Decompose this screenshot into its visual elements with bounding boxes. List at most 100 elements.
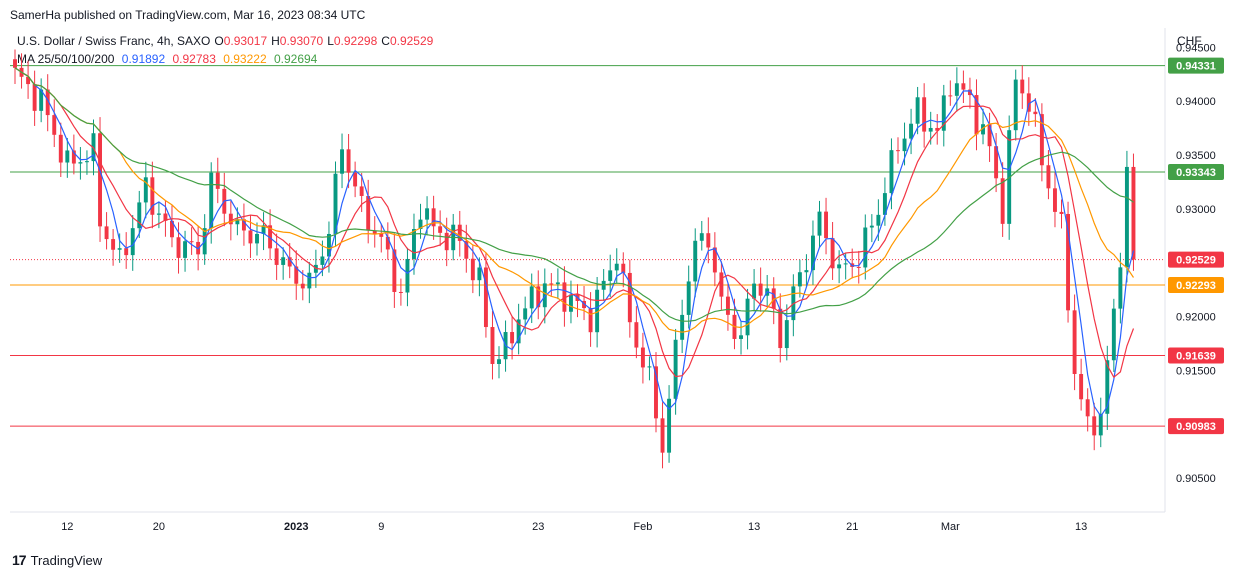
candle-body: [863, 227, 868, 268]
candle-body: [366, 195, 371, 231]
candle-body: [804, 270, 809, 273]
y-tick-label: 0.91500: [1176, 365, 1216, 377]
level-badge-2: [1168, 251, 1224, 268]
candle-body: [104, 226, 109, 240]
candle-body: [680, 314, 685, 340]
candle-body: [614, 263, 619, 271]
candle-body: [444, 232, 449, 251]
footer: 17 TradingView: [12, 552, 102, 568]
candle-body: [58, 134, 63, 163]
ma50-value: 0.92783: [172, 52, 216, 66]
candle-body: [941, 95, 946, 131]
candle-body: [477, 267, 482, 281]
candle-body: [523, 308, 528, 320]
candle-body: [490, 327, 495, 364]
candle-body: [608, 270, 613, 281]
symbol-name[interactable]: U.S. Dollar / Swiss Franc, 4h, SAXO: [17, 34, 211, 48]
x-tick-label: 13: [748, 521, 760, 533]
candle-body: [431, 208, 436, 227]
candle-body: [817, 211, 822, 236]
candle-body: [673, 339, 678, 399]
candle-body: [915, 97, 920, 124]
x-tick-label: 12: [61, 521, 73, 533]
candle-body: [752, 283, 757, 299]
x-tick-label: 9: [378, 521, 384, 533]
candle-body: [228, 213, 233, 225]
y-tick-label: 0.93000: [1176, 204, 1216, 216]
candle-body: [719, 272, 724, 297]
candle-body: [699, 233, 704, 241]
high-value: 0.93070: [279, 34, 324, 48]
candle-body: [1105, 360, 1110, 414]
candle-body: [1118, 267, 1123, 309]
close-label: C: [381, 34, 390, 48]
y-tick-label: 0.90500: [1176, 473, 1216, 485]
candle-body: [876, 214, 881, 226]
candle-body: [117, 248, 122, 250]
candle-body: [555, 282, 560, 285]
candle-body: [326, 233, 331, 257]
candle-body: [889, 150, 894, 194]
candle-body: [405, 258, 410, 293]
candle-body: [235, 219, 240, 225]
level-badge-label: 0.90983: [1176, 421, 1216, 433]
candle-body: [967, 89, 972, 96]
candle-body: [52, 115, 57, 135]
ma-label[interactable]: MA 25/50/100/200: [17, 52, 115, 66]
candle-body: [71, 150, 76, 164]
candle-body: [549, 283, 554, 285]
candle-body: [909, 123, 914, 139]
ma-legend: MA 25/50/100/200 0.91892 0.92783 0.93222…: [17, 52, 321, 66]
publisher-header: SamerHa published on TradingView.com, Ma…: [10, 8, 366, 22]
x-tick-label: 13: [1075, 521, 1087, 533]
candle-body: [843, 263, 848, 265]
footer-brand[interactable]: TradingView: [30, 552, 103, 568]
candle-body: [869, 225, 874, 228]
candle-body: [124, 248, 129, 256]
candle-body: [1026, 93, 1031, 112]
candle-body: [209, 172, 214, 229]
candle-body: [392, 249, 397, 292]
tradingview-logo-icon[interactable]: 17: [12, 552, 27, 568]
candle-body: [961, 83, 966, 90]
candle-body: [1020, 79, 1025, 94]
candle-body: [1124, 166, 1129, 268]
candle-body: [706, 233, 711, 248]
candle-body: [497, 359, 501, 364]
candle-body: [39, 89, 44, 111]
candle-body: [621, 263, 626, 273]
candle-body: [13, 59, 17, 68]
candle-body: [824, 211, 829, 239]
candle-body: [981, 124, 985, 135]
candle-body: [536, 286, 541, 308]
candle-body: [974, 95, 979, 135]
candle-body: [307, 272, 312, 289]
candle-body: [333, 173, 338, 234]
candle-body: [510, 332, 515, 344]
x-tick-label: 20: [153, 521, 165, 533]
open-value: 0.93017: [223, 34, 268, 48]
candle-body: [45, 89, 50, 116]
ma50-line: [14, 67, 1135, 379]
candle-body: [588, 308, 593, 333]
candle-body: [353, 172, 358, 187]
level-badge-label: 0.92529: [1176, 255, 1216, 267]
level-badge-label: 0.94331: [1176, 61, 1216, 73]
high-label: H: [271, 34, 280, 48]
level-badge-label: 0.92293: [1176, 280, 1216, 292]
candle-body: [464, 240, 469, 259]
candle-body: [1111, 308, 1116, 361]
level-badge-label: 0.93343: [1176, 167, 1216, 179]
candle-body: [739, 335, 743, 339]
candle-body: [255, 233, 259, 244]
candle-body: [78, 162, 83, 164]
x-tick-label: 21: [846, 521, 858, 533]
candle-body: [516, 319, 521, 344]
candle-body: [189, 241, 194, 243]
candle-body: [32, 84, 37, 111]
candle-body: [294, 266, 299, 284]
level-badge-4: [1168, 347, 1224, 364]
candle-body: [640, 347, 645, 368]
candle-body: [896, 150, 900, 152]
